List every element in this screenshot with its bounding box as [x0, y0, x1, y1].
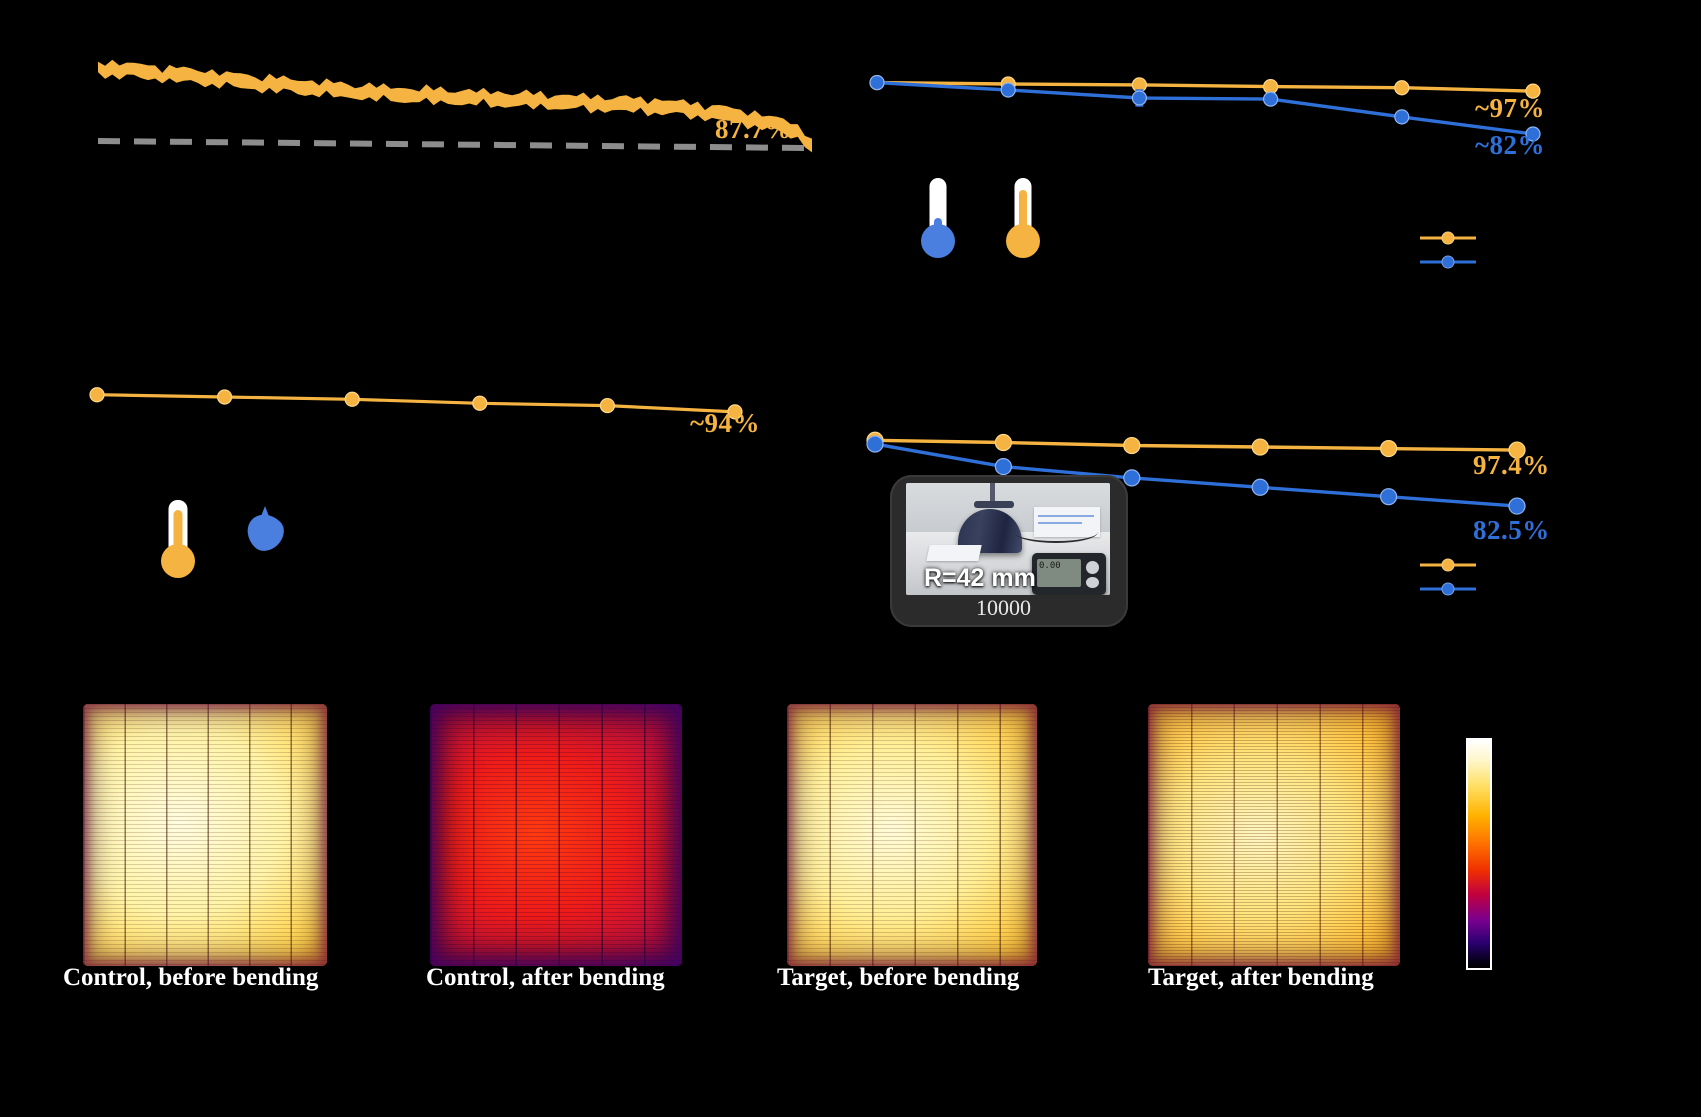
el-control-after-plate — [430, 704, 682, 966]
photo-clamp — [974, 501, 1014, 508]
el-intensity-colorbar — [1466, 738, 1492, 970]
panel-a-damp-heat-trace: 87.7% — [60, 40, 820, 180]
panel-d-label-control: 82.5% — [1473, 515, 1550, 545]
legend-marker-orange — [1420, 231, 1476, 244]
panel-c-series-target — [89, 387, 743, 420]
legend-marker-blue — [1420, 255, 1476, 268]
el-edge-shade — [787, 704, 1037, 966]
panel-b-legend-control — [1420, 255, 1484, 268]
legend-marker-blue — [1420, 582, 1476, 595]
el-grid-lines — [83, 704, 327, 966]
photo-gauge-knob-bottom — [1086, 577, 1099, 588]
el-target-before-caption: Target, before bending — [777, 964, 1020, 991]
el-target-after-caption: Target, after bending — [1148, 964, 1374, 991]
panel-d-axis-tick: 10000 — [976, 595, 1031, 620]
photo-cable — [1014, 521, 1098, 543]
photo-gauge-knob-top — [1086, 561, 1099, 574]
panel-d-series-target — [866, 431, 1526, 459]
el-control-before: Control, before bending — [55, 690, 355, 995]
photo-gauge-reading: 0.00 — [1039, 561, 1061, 571]
bending-test-photo: 0.00 R=42 mm 10000 — [890, 475, 1128, 627]
panel-a-end-label: 87.7% — [715, 114, 792, 144]
panel-d-label-target: 97.4% — [1473, 450, 1550, 480]
panel-d-bending-cycling: 97.4% 82.5% — [855, 415, 1555, 545]
panel-a-series-orange — [98, 59, 812, 153]
photo-gauge: 0.00 — [1032, 553, 1106, 595]
thermometer-hot-icon — [158, 500, 198, 578]
el-target-before: Target, before bending — [765, 690, 1065, 995]
thermometer-cold-icon — [920, 178, 956, 258]
el-edge-shade — [83, 704, 327, 966]
panel-b-legend-target — [1420, 231, 1484, 244]
panel-d-chart — [866, 431, 1526, 515]
panel-a-chart — [97, 59, 812, 153]
panel-b-thermal-cycling: ~97% ~82% — [855, 58, 1555, 168]
panel-c-damp-heat: ~94% — [75, 375, 775, 445]
panel-b-label-control: ~82% — [1475, 130, 1546, 160]
panel-d-legend-control — [1420, 582, 1484, 595]
photo-paper-left — [926, 545, 982, 561]
panel-a-baseline — [97, 138, 806, 151]
panel-c-chart — [89, 387, 743, 420]
el-control-before-plate — [83, 704, 327, 966]
water-droplet-icon — [239, 506, 291, 568]
el-control-after-caption: Control, after bending — [426, 964, 665, 991]
bending-radius-label: R=42 mm — [924, 564, 1036, 592]
panel-d-series-control — [866, 435, 1526, 515]
el-target-before-plate — [787, 704, 1037, 966]
el-grid-lines — [787, 704, 1037, 966]
thermometer-hot-icon — [1005, 178, 1041, 258]
panel-d-legend-target — [1420, 558, 1484, 571]
el-target-after: Target, after bending — [1120, 690, 1430, 995]
el-grid-lines — [430, 704, 682, 966]
panel-b-label-target: ~97% — [1475, 93, 1546, 123]
photo-paper-line-1 — [1038, 515, 1094, 517]
el-control-after: Control, after bending — [408, 690, 708, 995]
photo-gauge-screen: 0.00 — [1037, 559, 1081, 587]
panel-c-end-label: ~94% — [690, 408, 761, 438]
el-target-after-plate — [1148, 704, 1400, 966]
legend-marker-orange — [1420, 558, 1476, 571]
el-grid-lines — [1148, 704, 1400, 966]
panel-b-series-control — [869, 74, 1541, 142]
bending-test-photo-image: 0.00 R=42 mm — [906, 483, 1110, 595]
el-control-before-caption: Control, before bending — [63, 964, 319, 991]
el-edge-shade — [1148, 704, 1400, 966]
el-edge-shade — [430, 704, 682, 966]
photo-mount-rod — [990, 483, 995, 505]
panel-b-chart — [869, 74, 1541, 142]
